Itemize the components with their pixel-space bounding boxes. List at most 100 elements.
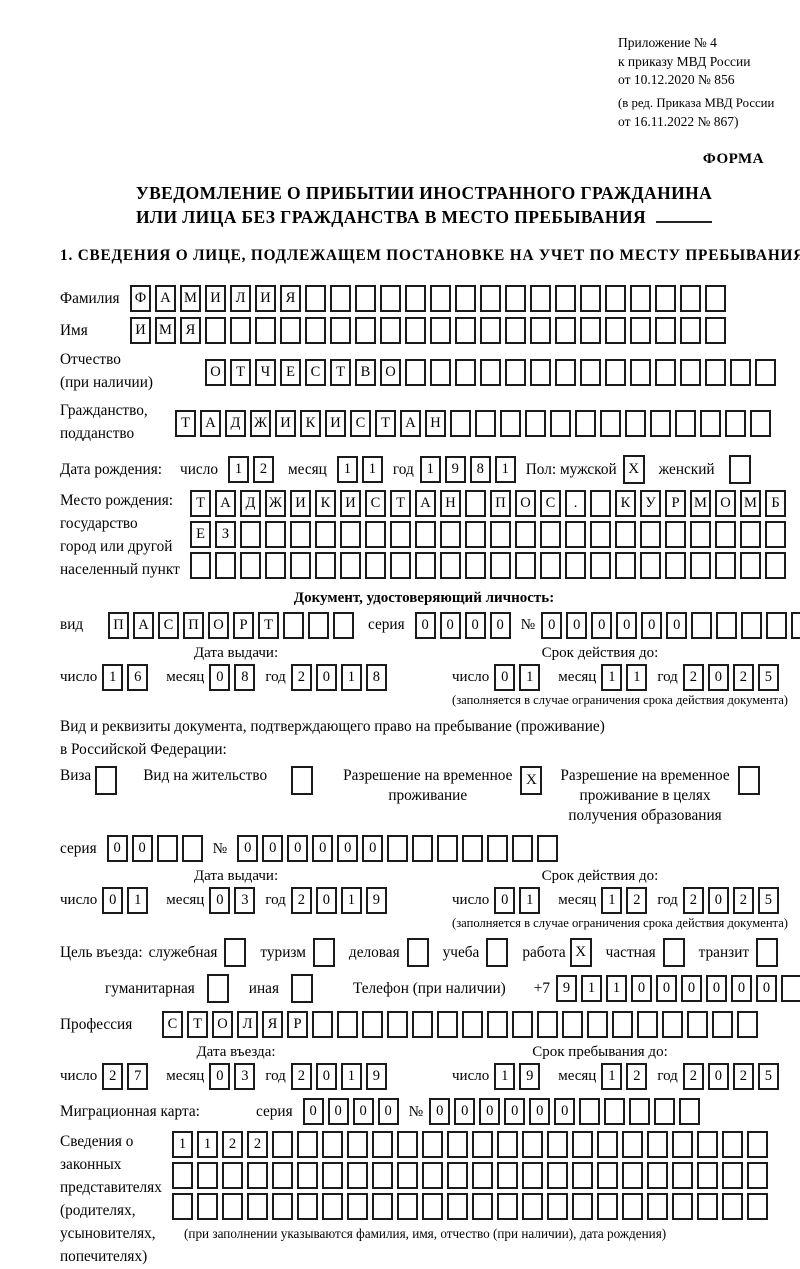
char-cell[interactable]: Т bbox=[190, 490, 211, 518]
char-cell[interactable] bbox=[450, 409, 471, 437]
char-cell[interactable] bbox=[365, 552, 386, 580]
char-cell[interactable] bbox=[330, 285, 351, 313]
char-cell[interactable] bbox=[655, 285, 676, 313]
char-cell[interactable] bbox=[197, 1193, 218, 1221]
char-cell[interactable]: К bbox=[615, 490, 636, 518]
char-cell[interactable]: Ч bbox=[255, 358, 276, 386]
char-cell[interactable]: 0 bbox=[566, 611, 588, 639]
char-cell[interactable] bbox=[222, 1162, 243, 1190]
char-cell[interactable] bbox=[572, 1162, 593, 1190]
char-cell[interactable] bbox=[629, 1098, 651, 1126]
char-cell[interactable] bbox=[305, 317, 326, 345]
char-cell[interactable] bbox=[522, 1131, 543, 1159]
char-cell[interactable] bbox=[315, 552, 336, 580]
char-cell[interactable]: 0 bbox=[315, 887, 337, 915]
char-cell[interactable] bbox=[290, 974, 313, 1004]
char-cell[interactable]: 1 bbox=[519, 663, 541, 691]
char-cell[interactable]: 0 bbox=[352, 1098, 374, 1126]
char-cell[interactable] bbox=[672, 1162, 693, 1190]
char-cell[interactable]: 1 bbox=[197, 1131, 218, 1159]
char-cell[interactable] bbox=[625, 409, 646, 437]
char-cell[interactable] bbox=[297, 1131, 318, 1159]
char-cell[interactable] bbox=[487, 835, 509, 863]
char-cell[interactable]: 1 bbox=[626, 663, 648, 691]
char-cell[interactable]: Т bbox=[175, 409, 196, 437]
char-cell[interactable] bbox=[590, 521, 611, 549]
char-cell[interactable] bbox=[197, 1162, 218, 1190]
char-cell[interactable]: З bbox=[215, 521, 236, 549]
char-cell[interactable]: В bbox=[355, 358, 376, 386]
char-cell[interactable] bbox=[640, 521, 661, 549]
char-cell[interactable] bbox=[530, 317, 551, 345]
char-cell[interactable]: 0 bbox=[106, 835, 128, 863]
char-cell[interactable] bbox=[387, 835, 409, 863]
char-cell[interactable] bbox=[579, 1098, 601, 1126]
char-cell[interactable] bbox=[672, 1131, 693, 1159]
char-cell[interactable]: 0 bbox=[641, 611, 663, 639]
char-cell[interactable] bbox=[537, 835, 559, 863]
char-cell[interactable]: 2 bbox=[102, 1063, 124, 1091]
char-cell[interactable]: 9 bbox=[444, 456, 466, 484]
char-cell[interactable] bbox=[472, 1131, 493, 1159]
char-cell[interactable]: 0 bbox=[464, 611, 486, 639]
char-cell[interactable]: 2 bbox=[626, 1063, 648, 1091]
char-cell[interactable] bbox=[297, 1193, 318, 1221]
char-cell[interactable] bbox=[240, 521, 261, 549]
char-cell[interactable] bbox=[430, 285, 451, 313]
char-cell[interactable]: 0 bbox=[489, 611, 511, 639]
char-cell[interactable] bbox=[547, 1162, 568, 1190]
char-cell[interactable] bbox=[730, 358, 751, 386]
char-cell[interactable]: О bbox=[515, 490, 536, 518]
char-cell[interactable] bbox=[622, 1193, 643, 1221]
char-cell[interactable] bbox=[405, 285, 426, 313]
char-cell[interactable] bbox=[740, 521, 761, 549]
char-cell[interactable] bbox=[447, 1193, 468, 1221]
char-cell[interactable] bbox=[440, 552, 461, 580]
char-cell[interactable]: 0 bbox=[302, 1098, 324, 1126]
char-cell[interactable] bbox=[650, 409, 671, 437]
char-cell[interactable] bbox=[190, 552, 211, 580]
char-cell[interactable]: Ф bbox=[130, 285, 151, 313]
char-cell[interactable] bbox=[291, 765, 314, 795]
char-cell[interactable]: О bbox=[715, 490, 736, 518]
char-cell[interactable]: 1 bbox=[419, 456, 441, 484]
char-cell[interactable]: Т bbox=[230, 358, 251, 386]
char-cell[interactable] bbox=[390, 521, 411, 549]
char-cell[interactable] bbox=[781, 975, 800, 1003]
char-cell[interactable]: У bbox=[640, 490, 661, 518]
char-cell[interactable] bbox=[715, 552, 736, 580]
char-cell[interactable] bbox=[447, 1131, 468, 1159]
char-cell[interactable]: Н bbox=[440, 490, 461, 518]
char-cell[interactable] bbox=[712, 1011, 733, 1039]
char-cell[interactable] bbox=[766, 611, 788, 639]
char-cell[interactable] bbox=[662, 938, 685, 968]
char-cell[interactable] bbox=[455, 285, 476, 313]
char-cell[interactable]: 0 bbox=[209, 1063, 231, 1091]
char-cell[interactable]: 9 bbox=[365, 1063, 387, 1091]
char-cell[interactable] bbox=[512, 1011, 533, 1039]
char-cell[interactable]: Д bbox=[240, 490, 261, 518]
char-cell[interactable] bbox=[690, 552, 711, 580]
char-cell[interactable]: X bbox=[569, 938, 592, 968]
char-cell[interactable]: 0 bbox=[362, 835, 384, 863]
char-cell[interactable]: Я bbox=[280, 285, 301, 313]
char-cell[interactable] bbox=[322, 1193, 343, 1221]
char-cell[interactable] bbox=[575, 409, 596, 437]
char-cell[interactable] bbox=[355, 285, 376, 313]
char-cell[interactable] bbox=[455, 317, 476, 345]
char-cell[interactable] bbox=[647, 1162, 668, 1190]
char-cell[interactable]: Ж bbox=[250, 409, 271, 437]
char-cell[interactable]: 1 bbox=[601, 1063, 623, 1091]
char-cell[interactable] bbox=[605, 317, 626, 345]
char-cell[interactable]: 0 bbox=[494, 887, 516, 915]
char-cell[interactable] bbox=[697, 1162, 718, 1190]
char-cell[interactable]: 0 bbox=[631, 975, 653, 1003]
char-cell[interactable]: 2 bbox=[290, 887, 312, 915]
char-cell[interactable] bbox=[247, 1193, 268, 1221]
char-cell[interactable]: 9 bbox=[365, 887, 387, 915]
char-cell[interactable] bbox=[372, 1162, 393, 1190]
char-cell[interactable]: А bbox=[215, 490, 236, 518]
char-cell[interactable]: 0 bbox=[494, 663, 516, 691]
char-cell[interactable] bbox=[525, 409, 546, 437]
char-cell[interactable] bbox=[340, 521, 361, 549]
